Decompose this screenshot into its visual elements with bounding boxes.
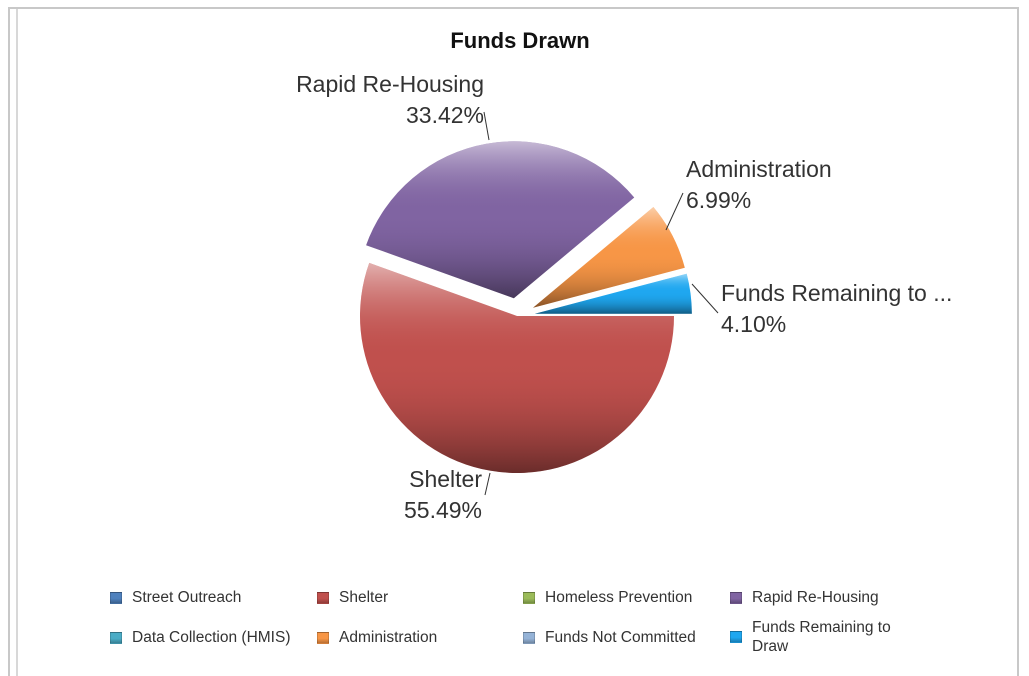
pie-slice-shading — [366, 141, 635, 299]
chart-title: Funds Drawn — [450, 28, 590, 53]
legend-swatch — [523, 591, 535, 604]
legend-item[interactable]: Data Collection (HMIS) — [110, 628, 291, 647]
slice-name-label: Funds Remaining to ... — [721, 280, 952, 306]
slice-name-label: Administration — [686, 156, 832, 182]
legend-label: Shelter — [339, 589, 389, 606]
legend-label: Homeless Prevention — [545, 589, 693, 606]
legend-item[interactable]: Administration — [317, 628, 437, 647]
slice-value-label: 33.42% — [406, 102, 484, 128]
pie-slice-shading — [532, 206, 685, 308]
legend-item[interactable]: Homeless Prevention — [523, 588, 692, 607]
legend-item[interactable]: Street Outreach — [110, 588, 241, 607]
legend-item[interactable]: Funds Remaining to Draw — [730, 618, 900, 656]
slice-value-label: 55.49% — [404, 497, 482, 523]
frame-divider — [16, 9, 18, 676]
legend-label: Rapid Re-Housing — [752, 589, 879, 606]
leader-line — [483, 111, 490, 141]
slice-name-label: Rapid Re-Housing — [296, 71, 484, 97]
leader-line — [691, 283, 719, 314]
legend-label: Funds Not Committed — [545, 629, 696, 646]
chart-legend: Street Outreach Shelter Homeless Preventio… — [110, 588, 930, 668]
legend-swatch — [317, 631, 329, 644]
pie-slice-shading — [359, 262, 674, 473]
legend-swatch — [730, 631, 742, 643]
slice-value-label: 6.99% — [686, 187, 751, 213]
pie-slice-shading — [534, 273, 692, 314]
slice-value-label: 4.10% — [721, 311, 786, 337]
legend-label: Data Collection (HMIS) — [132, 629, 291, 646]
chart-frame — [8, 7, 1019, 676]
legend-swatch — [110, 591, 122, 604]
legend-swatch — [730, 591, 742, 604]
legend-label: Administration — [339, 629, 438, 646]
legend-item[interactable]: Funds Not Committed — [523, 628, 696, 647]
legend-swatch — [110, 631, 122, 644]
legend-label: Funds Remaining to Draw — [752, 619, 891, 655]
legend-item[interactable]: Rapid Re-Housing — [730, 588, 879, 607]
slice-name-label: Shelter — [409, 466, 482, 492]
legend-swatch — [523, 631, 535, 644]
legend-item[interactable]: Shelter — [317, 588, 388, 607]
leader-line — [484, 472, 491, 496]
legend-swatch — [317, 591, 329, 604]
leader-line — [665, 192, 684, 231]
legend-label: Street Outreach — [132, 589, 242, 606]
